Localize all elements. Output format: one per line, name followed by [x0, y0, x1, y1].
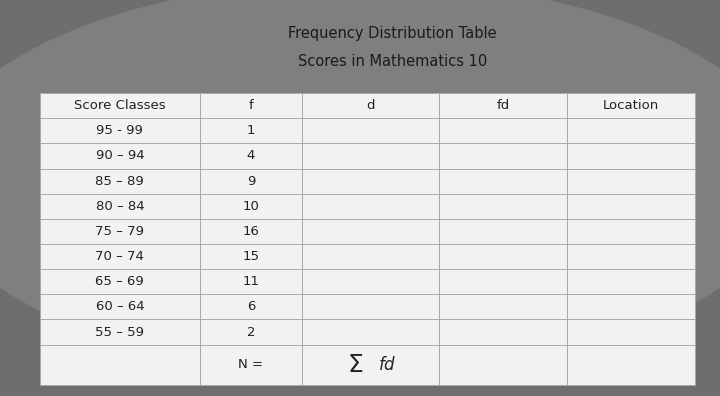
Text: $\Sigma$: $\Sigma$	[347, 353, 364, 377]
Bar	[439, 345, 567, 385]
Text: Score Classes: Score Classes	[74, 99, 166, 112]
Bar	[439, 143, 567, 169]
Bar	[302, 269, 439, 294]
Text: 75 – 79: 75 – 79	[95, 225, 145, 238]
Text: 85 – 89: 85 – 89	[96, 175, 144, 188]
Bar	[40, 269, 200, 294]
Bar	[40, 244, 200, 269]
Bar	[439, 244, 567, 269]
Bar	[40, 93, 200, 118]
Text: N =: N =	[238, 358, 264, 371]
Bar	[439, 294, 567, 320]
Bar	[200, 294, 302, 320]
Text: 1: 1	[247, 124, 255, 137]
Bar	[200, 143, 302, 169]
Text: $\mathit{fd}$: $\mathit{fd}$	[378, 356, 396, 374]
Bar	[567, 345, 695, 385]
Bar	[302, 294, 439, 320]
Bar	[302, 244, 439, 269]
Bar	[302, 219, 439, 244]
Text: fd: fd	[497, 99, 510, 112]
Bar	[439, 269, 567, 294]
Bar	[200, 169, 302, 194]
Text: 10: 10	[243, 200, 259, 213]
Bar	[40, 345, 200, 385]
Bar	[439, 219, 567, 244]
Bar	[200, 194, 302, 219]
Text: 65 – 69: 65 – 69	[96, 275, 144, 288]
Bar	[200, 269, 302, 294]
Bar	[40, 294, 200, 320]
Bar	[567, 143, 695, 169]
Bar	[302, 118, 439, 143]
Bar	[200, 345, 302, 385]
Text: 4: 4	[247, 149, 255, 162]
Bar	[200, 244, 302, 269]
Text: Location: Location	[603, 99, 659, 112]
Bar	[302, 93, 439, 118]
Text: 2: 2	[247, 326, 255, 339]
Bar	[567, 269, 695, 294]
Text: 70 – 74: 70 – 74	[96, 250, 144, 263]
Text: 60 – 64: 60 – 64	[96, 301, 144, 313]
Text: 55 – 59: 55 – 59	[95, 326, 145, 339]
Bar	[567, 194, 695, 219]
Bar	[439, 320, 567, 345]
Text: 15: 15	[243, 250, 259, 263]
Bar	[302, 345, 439, 385]
Bar	[40, 169, 200, 194]
Bar	[302, 194, 439, 219]
Text: Frequency Distribution Table: Frequency Distribution Table	[288, 26, 497, 41]
Bar	[439, 93, 567, 118]
Text: 95 - 99: 95 - 99	[96, 124, 143, 137]
Text: d: d	[366, 99, 374, 112]
Bar	[567, 219, 695, 244]
Bar	[567, 118, 695, 143]
Text: 11: 11	[243, 275, 259, 288]
Bar	[567, 320, 695, 345]
Bar	[567, 294, 695, 320]
Bar	[40, 320, 200, 345]
Bar	[302, 320, 439, 345]
Text: 6: 6	[247, 301, 255, 313]
Bar	[439, 169, 567, 194]
Text: 90 – 94: 90 – 94	[96, 149, 144, 162]
Text: Scores in Mathematics 10: Scores in Mathematics 10	[298, 54, 487, 69]
Text: 16: 16	[243, 225, 259, 238]
Text: f: f	[248, 99, 253, 112]
Bar	[200, 219, 302, 244]
Ellipse shape	[0, 0, 720, 376]
Bar	[439, 118, 567, 143]
Bar	[40, 143, 200, 169]
Bar	[302, 169, 439, 194]
Text: 80 – 84: 80 – 84	[96, 200, 144, 213]
Bar	[40, 219, 200, 244]
Bar	[200, 118, 302, 143]
Text: 9: 9	[247, 175, 255, 188]
Bar	[200, 93, 302, 118]
Bar	[302, 143, 439, 169]
Bar	[439, 194, 567, 219]
Bar	[567, 244, 695, 269]
Bar	[567, 93, 695, 118]
Bar	[40, 118, 200, 143]
Bar	[567, 169, 695, 194]
Bar	[40, 194, 200, 219]
Bar	[200, 320, 302, 345]
